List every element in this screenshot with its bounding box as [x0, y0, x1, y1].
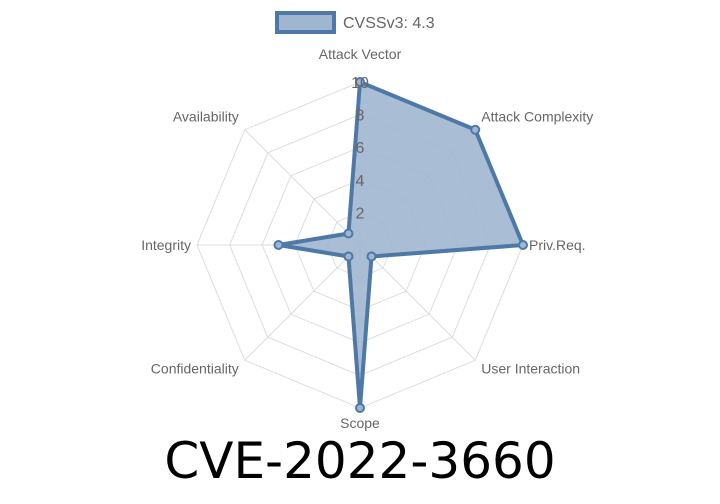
series: [273, 77, 528, 413]
axis-label: Attack Vector: [319, 46, 402, 62]
axis-label: Scope: [340, 415, 380, 431]
axis-labels: Attack Vector Attack Complexity Priv.Req. U…: [141, 46, 593, 431]
data-point: [355, 77, 365, 87]
tick-label: 8: [356, 108, 365, 125]
axis-label: Confidentiality: [151, 360, 239, 376]
legend-swatch: [275, 11, 336, 34]
axis-label: Priv.Req.: [529, 237, 586, 253]
data-point: [343, 251, 354, 262]
legend[interactable]: CVSSv3: 4.3: [275, 11, 435, 34]
axis-label: Attack Complexity: [481, 109, 593, 125]
legend-label: CVSSv3: 4.3: [343, 15, 435, 32]
tick-label: 2: [356, 205, 365, 222]
axis-label: User Interaction: [481, 360, 580, 376]
grid-spoke: [244, 244, 361, 361]
data-point: [366, 251, 377, 262]
data-point: [470, 124, 481, 135]
series-area: [276, 80, 525, 410]
data-point: [343, 228, 354, 239]
tick-label: 10: [351, 75, 369, 92]
data-point: [355, 403, 365, 413]
chart-title: CVE-2022-3660: [164, 432, 556, 490]
grid-spoke: [244, 129, 361, 246]
tick-labels: 2 4 6 8 10: [351, 75, 369, 222]
grid-spoke: [359, 244, 476, 361]
data-point: [273, 240, 284, 250]
tick-label: 4: [356, 173, 365, 190]
axis-label: Integrity: [141, 237, 191, 253]
data-point: [518, 240, 528, 250]
tick-label: 6: [356, 140, 365, 157]
axis-label: Availability: [173, 109, 239, 125]
